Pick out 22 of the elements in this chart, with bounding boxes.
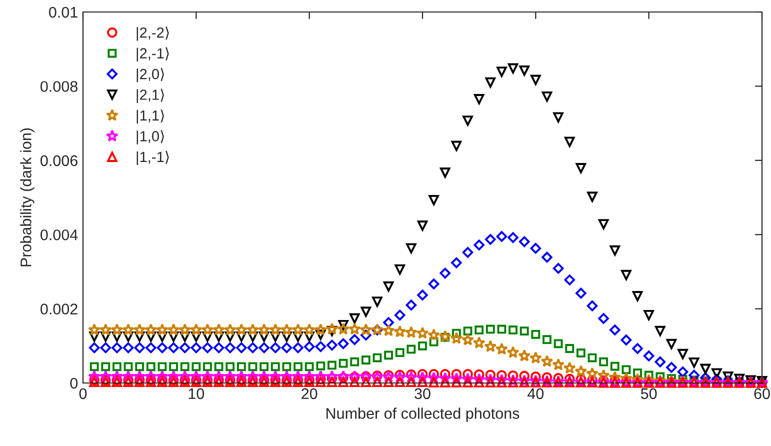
y-tick-label: 0.004	[40, 229, 78, 240]
y-tick-label: 0.002	[40, 304, 78, 314]
legend-label: |1,0⟩	[136, 130, 164, 144]
legend-label: |1,1⟩	[136, 109, 164, 124]
x-tick-label: 60	[754, 388, 770, 400]
x-tick-label: 0	[79, 388, 87, 400]
y-tick-label: 0.008	[40, 81, 78, 92]
legend-label: |2,-2⟩	[136, 26, 169, 41]
legend-label: |2,-1⟩	[136, 47, 169, 62]
x-axis-title: Number of collected photons	[326, 408, 520, 422]
y-axis-title: Probability (dark ion)	[20, 128, 34, 266]
legend-label: |2,1⟩	[136, 88, 164, 103]
legend-label: |2,0⟩	[136, 68, 164, 82]
x-tick-label: 40	[528, 388, 544, 400]
y-tick-label: 0	[70, 378, 78, 389]
legend-label: |1,-1⟩	[136, 150, 169, 166]
x-tick-label: 50	[640, 388, 657, 400]
y-tick-label: 0.006	[40, 155, 78, 166]
x-tick-label: 30	[414, 388, 430, 400]
x-tick-label: 20	[302, 388, 318, 400]
x-tick-label: 10	[188, 388, 204, 400]
y-tick-label: 0.01	[49, 6, 78, 18]
